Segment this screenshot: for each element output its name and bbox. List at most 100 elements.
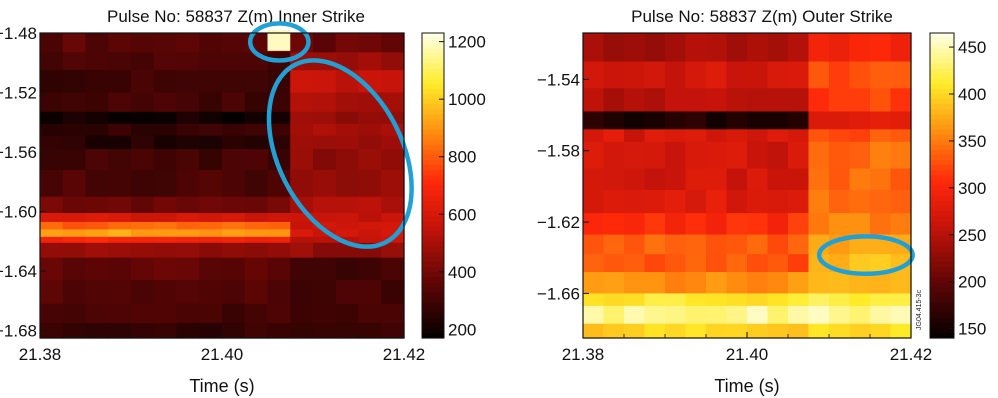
heatmap-cell xyxy=(583,141,605,170)
heatmap-cell xyxy=(381,229,405,238)
colorbar-segment xyxy=(422,287,444,293)
heatmap-cell xyxy=(685,168,707,191)
heatmap-cell xyxy=(726,33,748,63)
heatmap-cell xyxy=(583,168,605,191)
colorbar-segment xyxy=(422,205,444,212)
heatmap-cell xyxy=(267,242,291,259)
heatmap-cell xyxy=(335,221,360,230)
heatmap-cell xyxy=(381,52,405,71)
heatmap-cell xyxy=(747,61,769,89)
colorbar-tick-label: 300 xyxy=(958,179,986,198)
heatmap-cell xyxy=(829,213,851,236)
outer-strike-axes: 21.38 21.40 21.42 −1.54 −1.58 −1.62 −1.66 xyxy=(537,70,932,364)
heatmap-cell xyxy=(890,305,912,325)
heatmap-cell xyxy=(788,141,810,170)
colorbar-segment xyxy=(930,144,954,151)
heatmap-cell xyxy=(358,213,382,223)
heatmap-cell xyxy=(706,61,728,89)
colorbar-segment xyxy=(422,43,444,49)
heatmap-cell xyxy=(583,293,605,307)
heatmap-cell xyxy=(313,323,337,339)
heatmap-cell xyxy=(747,141,769,170)
heatmap-cell xyxy=(244,111,269,125)
heatmap-cell xyxy=(290,123,314,137)
heatmap-cell xyxy=(131,279,155,305)
heatmap-cell xyxy=(747,272,769,295)
heatmap-cell xyxy=(788,293,810,307)
colorbar-segment xyxy=(422,68,444,75)
outer-strike-annotations xyxy=(816,234,915,277)
heatmap-cell xyxy=(624,234,646,255)
heatmap-cell xyxy=(131,33,155,53)
colorbar-segment xyxy=(422,190,444,197)
heatmap-cell xyxy=(176,52,200,71)
heatmap-cell xyxy=(624,129,646,143)
heatmap-cell xyxy=(829,111,851,130)
heatmap-cell xyxy=(108,242,132,259)
heatmap-cell xyxy=(767,129,789,143)
colorbar-segment xyxy=(422,139,444,146)
colorbar-segment xyxy=(930,297,954,304)
heatmap-cell xyxy=(131,242,155,259)
heatmap-cell xyxy=(767,323,789,339)
heatmap-cell xyxy=(199,169,223,198)
heatmap-cell xyxy=(335,123,360,137)
heatmap-cell xyxy=(199,111,223,125)
colorbar-segment xyxy=(422,185,444,192)
heatmap-cell xyxy=(335,229,360,238)
y-tick-label: −1.64 xyxy=(0,262,37,281)
colorbar-segment xyxy=(422,200,444,207)
heatmap-cell xyxy=(131,213,155,223)
heatmap-cell xyxy=(131,123,155,137)
heatmap-cell xyxy=(131,229,155,238)
heatmap-cell xyxy=(603,323,625,339)
heatmap-cell xyxy=(706,129,728,143)
colorbar-segment xyxy=(422,210,444,217)
colorbar-segment xyxy=(930,160,954,166)
colorbar-frame xyxy=(929,32,955,339)
heatmap-cell xyxy=(829,272,851,295)
colorbar-segment xyxy=(930,68,954,75)
colorbar-segment xyxy=(422,165,444,171)
heatmap-cell xyxy=(62,111,87,125)
heatmap-cell xyxy=(665,305,687,325)
heatmap-cell xyxy=(685,111,707,130)
heatmap-cell xyxy=(747,168,769,191)
heatmap-cell xyxy=(108,169,132,198)
heatmap-cell xyxy=(381,257,405,281)
heatmap-cell xyxy=(62,242,87,259)
heatmap-cell xyxy=(808,254,830,273)
colorbar-segment xyxy=(930,63,954,70)
heatmap-cell xyxy=(583,254,605,273)
heatmap-cell xyxy=(176,92,200,113)
heatmap-cell xyxy=(624,189,646,214)
heatmap-cell xyxy=(583,129,605,143)
heatmap-cell xyxy=(153,149,178,171)
heatmap-cell xyxy=(381,135,405,150)
heatmap-cell xyxy=(131,92,155,113)
heatmap-cell xyxy=(199,196,223,214)
heatmap-cell xyxy=(358,149,382,171)
heatmap-cell xyxy=(244,92,269,113)
heatmap-cell xyxy=(808,61,830,89)
colorbar-segment xyxy=(422,129,444,136)
heatmap-cell xyxy=(290,70,314,94)
y-tick-label: −1.52 xyxy=(0,84,37,103)
heatmap-cell xyxy=(706,168,728,191)
heatmap-cell xyxy=(726,234,748,255)
heatmap-cell xyxy=(108,213,132,223)
heatmap-cell xyxy=(381,169,405,198)
heatmap-cell xyxy=(153,111,178,125)
heatmap-cell xyxy=(788,88,810,113)
colorbar-tick-label: 600 xyxy=(448,205,476,224)
colorbar-segment xyxy=(422,73,444,80)
outer-strike-xlabel: Time (s) xyxy=(714,376,779,396)
inner-strike-xlabel: Time (s) xyxy=(189,376,254,396)
heatmap-cell xyxy=(176,33,200,53)
heatmap-cell xyxy=(624,323,646,339)
colorbar-segment xyxy=(422,271,444,278)
heatmap-cell xyxy=(603,305,625,325)
y-tick-label: −1.62 xyxy=(537,213,580,232)
heatmap-cell xyxy=(726,61,748,89)
heatmap-cell xyxy=(665,88,687,113)
